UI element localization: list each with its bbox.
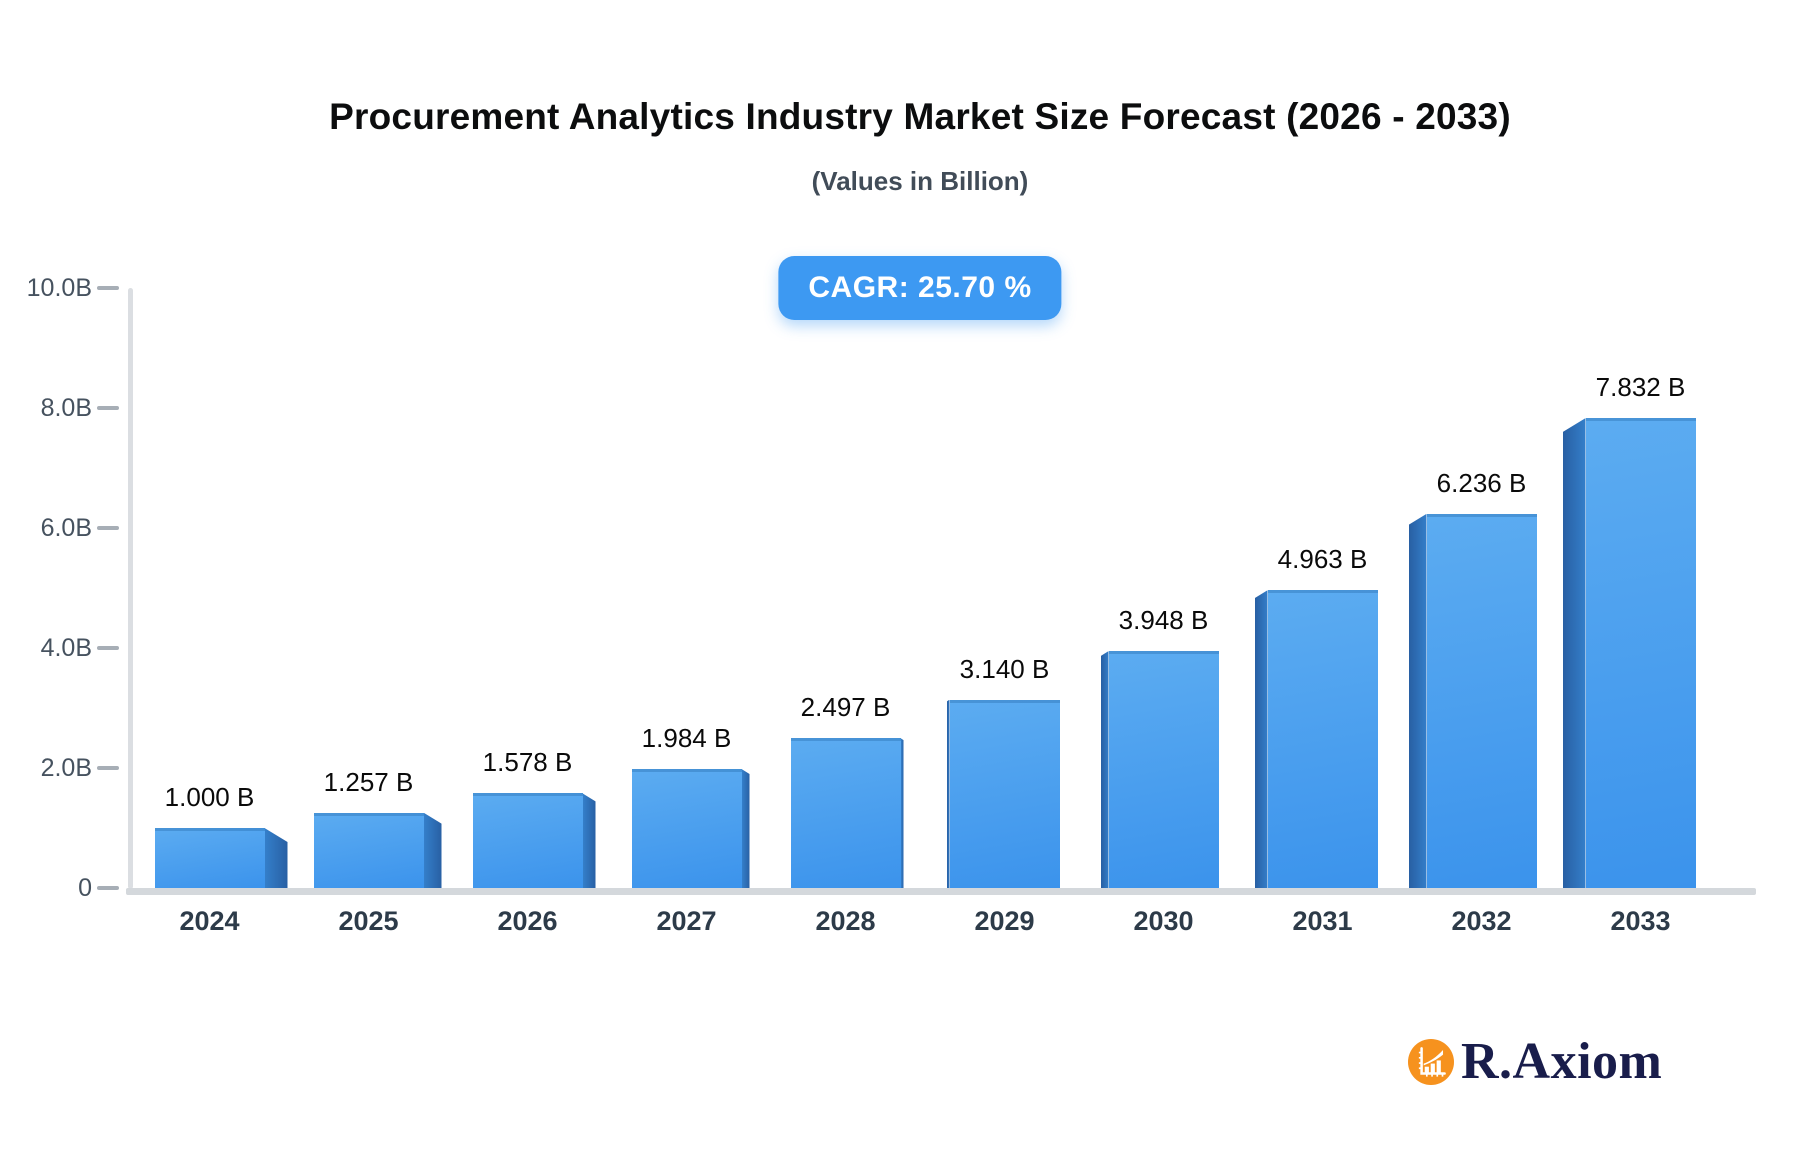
x-axis-label: 2025 [338, 906, 399, 936]
y-axis-tick-label: 0 [78, 874, 92, 902]
bar-side-face [264, 828, 288, 888]
bar-value-label: 6.236 B [1436, 467, 1527, 498]
bar-value-label: 2.497 B [800, 692, 891, 723]
bar-2028 [790, 738, 901, 888]
y-axis-tick-label: 6.0B [40, 514, 92, 542]
bar-side-face [946, 699, 950, 888]
y-axis-tick-label: 4.0B [40, 634, 92, 662]
bar-2029 [949, 699, 1060, 888]
y-axis-tick [97, 766, 119, 770]
bar-2026 [472, 793, 583, 888]
chart-title: Procurement Analytics Industry Market Si… [329, 96, 1511, 137]
logo-growth-chart-icon [1408, 1039, 1454, 1085]
bar-side-face [1254, 590, 1268, 888]
y-axis-tick-label: 2.0B [40, 754, 92, 782]
bar-value-label: 1.984 B [641, 722, 732, 753]
bar-side-face [741, 768, 750, 888]
x-axis-label: 2027 [656, 906, 717, 936]
x-axis-label: 2031 [1292, 906, 1353, 936]
x-axis-label: 2028 [815, 906, 876, 936]
y-axis-tick [97, 286, 119, 290]
cagr-badge-label: CAGR: 25.70 % [808, 271, 1032, 304]
bar-side-face [1562, 418, 1586, 888]
y-axis-tick-label: 10.0B [26, 274, 92, 302]
bar-side-face [423, 812, 442, 888]
x-axis-label: 2032 [1451, 906, 1512, 936]
bar-side-face [1100, 651, 1109, 888]
bar-2032 [1426, 513, 1537, 888]
brand-logo: R.Axiom [1408, 1036, 1662, 1088]
cagr-badge: CAGR: 25.70 % [778, 256, 1062, 320]
y-axis-tick [97, 646, 119, 650]
x-axis-label: 2029 [974, 906, 1035, 936]
bar-2024 [154, 828, 265, 888]
x-axis-label: 2026 [497, 906, 558, 936]
x-axis-label: 2024 [179, 906, 240, 936]
bar-value-label: 3.140 B [959, 653, 1050, 684]
x-axis-label: 2033 [1610, 906, 1671, 936]
y-axis-tick [97, 406, 119, 410]
x-axis-line [126, 888, 1756, 895]
y-axis-line [128, 288, 133, 889]
bar-value-label: 4.963 B [1277, 544, 1368, 575]
bar-2027 [631, 768, 742, 888]
y-axis-tick [97, 886, 119, 890]
bar-value-label: 1.257 B [323, 766, 414, 797]
bar-side-face [582, 793, 596, 888]
logo-text: R.Axiom [1461, 1033, 1663, 1090]
bar-value-label: 3.948 B [1118, 605, 1209, 636]
bar-2033 [1585, 418, 1696, 888]
bar-2031 [1267, 590, 1378, 888]
bar-side-face [1408, 513, 1427, 888]
bar-value-label: 1.578 B [482, 747, 573, 778]
bar-side-face [900, 738, 904, 888]
bar-value-label: 1.000 B [164, 782, 255, 812]
bar-value-label: 7.832 B [1595, 372, 1686, 403]
chart-subtitle: (Values in Billion) [811, 166, 1029, 196]
x-axis-label: 2030 [1133, 906, 1194, 936]
y-axis-tick [97, 526, 119, 530]
bar-2025 [313, 812, 424, 888]
y-axis-tick-label: 8.0B [40, 394, 92, 422]
bar-2030 [1108, 651, 1219, 888]
